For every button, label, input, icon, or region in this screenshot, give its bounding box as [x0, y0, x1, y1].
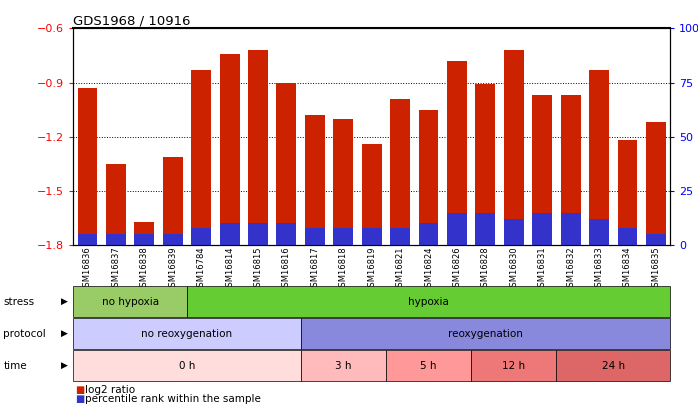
Bar	[163, 157, 183, 245]
Bar	[191, 70, 211, 245]
Bar	[646, 234, 666, 245]
Bar	[560, 95, 581, 245]
Text: time: time	[3, 360, 27, 371]
Bar	[362, 228, 382, 245]
Bar	[191, 228, 211, 245]
Bar	[646, 122, 666, 245]
Bar	[106, 234, 126, 245]
Text: no hypoxia: no hypoxia	[102, 296, 158, 307]
Bar	[248, 50, 268, 245]
Bar	[589, 219, 609, 245]
Bar	[618, 228, 637, 245]
Text: hypoxia: hypoxia	[408, 296, 449, 307]
Text: 3 h: 3 h	[335, 360, 352, 371]
Text: ▶: ▶	[61, 361, 68, 370]
Bar	[220, 53, 239, 245]
Bar	[77, 234, 98, 245]
Bar	[447, 61, 467, 245]
Bar	[419, 223, 438, 245]
Bar	[305, 115, 325, 245]
Text: ▶: ▶	[61, 297, 68, 306]
Bar	[618, 140, 637, 245]
Bar	[334, 228, 353, 245]
Text: log2 ratio: log2 ratio	[85, 385, 135, 394]
Text: 5 h: 5 h	[420, 360, 437, 371]
Text: protocol: protocol	[3, 328, 46, 339]
Text: GDS1968 / 10916: GDS1968 / 10916	[73, 14, 191, 27]
Bar	[475, 84, 496, 245]
Text: reoxygenation: reoxygenation	[448, 328, 523, 339]
Bar	[504, 50, 524, 245]
Bar	[276, 223, 297, 245]
Text: stress: stress	[3, 296, 35, 307]
Bar	[390, 99, 410, 245]
Bar	[305, 228, 325, 245]
Text: percentile rank within the sample: percentile rank within the sample	[85, 394, 261, 404]
Text: 0 h: 0 h	[179, 360, 195, 371]
Text: 24 h: 24 h	[602, 360, 625, 371]
Bar	[533, 213, 552, 245]
Bar	[589, 70, 609, 245]
Text: ■: ■	[75, 394, 84, 404]
Bar	[220, 223, 239, 245]
Text: no reoxygenation: no reoxygenation	[142, 328, 232, 339]
Bar	[334, 119, 353, 245]
Bar	[135, 222, 154, 245]
Bar	[106, 164, 126, 245]
Bar	[163, 234, 183, 245]
Bar	[419, 110, 438, 245]
Bar	[447, 213, 467, 245]
Bar	[560, 213, 581, 245]
Text: ■: ■	[75, 385, 84, 394]
Text: 12 h: 12 h	[503, 360, 526, 371]
Text: ▶: ▶	[61, 329, 68, 338]
Bar	[475, 213, 496, 245]
Bar	[276, 83, 297, 245]
Bar	[504, 219, 524, 245]
Bar	[390, 228, 410, 245]
Bar	[77, 88, 98, 245]
Bar	[362, 144, 382, 245]
Bar	[135, 234, 154, 245]
Bar	[248, 223, 268, 245]
Bar	[533, 95, 552, 245]
